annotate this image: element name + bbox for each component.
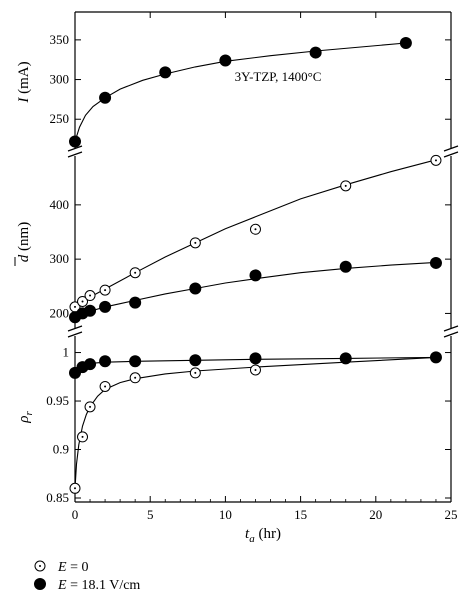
y-tick-label: 350 [50, 32, 70, 47]
legend-marker-filled [34, 578, 46, 590]
y-tick-label: 400 [50, 197, 70, 212]
break-gap [68, 328, 82, 336]
y-tick-label: 300 [50, 251, 70, 266]
break-gap [68, 148, 82, 156]
data-point-filled [339, 352, 352, 365]
legend-label: E = 0 [57, 560, 88, 575]
y-tick-label: 0.9 [53, 442, 69, 457]
y-tick-label: 200 [50, 305, 70, 320]
x-tick-label: 15 [294, 507, 307, 522]
data-point-open-dot [134, 376, 137, 379]
data-point-open-dot [254, 369, 257, 371]
break-mark [443, 145, 459, 152]
x-tick-label: 0 [72, 507, 79, 522]
data-point-filled [99, 355, 112, 368]
break-mark [443, 331, 459, 338]
data-point-open-dot [104, 289, 107, 292]
data-point-filled [249, 352, 262, 365]
panel-density: 0.85 0.9 0.95 1 ρr [16, 345, 451, 505]
legend-label: E = 18.1 V/cm [57, 578, 140, 593]
x-tick-label: 10 [219, 507, 232, 522]
annotation: 3Y-TZP, 1400°C [235, 69, 322, 84]
data-point-open-dot [74, 487, 76, 490]
fit-curve-density-0 [74, 356, 437, 489]
data-point-filled [129, 355, 142, 368]
data-point-open-dot [81, 435, 84, 438]
x-tick-label: 25 [445, 507, 458, 522]
data-point-filled [99, 91, 112, 104]
data-point-open-dot [89, 405, 92, 408]
data-point-open-dot [434, 159, 437, 162]
y-tick-label: 300 [50, 72, 70, 87]
y-tick-label: 1 [63, 345, 70, 360]
y-tick-label: 0.95 [46, 393, 69, 408]
data-point-filled [84, 358, 97, 371]
data-point-open-dot [104, 385, 107, 388]
data-point-filled [309, 46, 322, 59]
data-point-open-dot [194, 241, 197, 244]
data-point-filled [84, 304, 97, 317]
data-point-filled [189, 354, 202, 367]
y-axis-label-current: I (mA) [16, 61, 32, 103]
x-axis-label: ta (hr) [245, 526, 281, 545]
data-point-open-dot [344, 184, 347, 187]
data-point-filled [429, 351, 442, 364]
data-point-filled [159, 66, 172, 79]
break-mark [443, 151, 459, 158]
y-tick-label: 250 [50, 111, 70, 126]
data-point-open-dot [74, 305, 76, 308]
data-point-filled [219, 54, 232, 67]
y-axis-label-grain-size: d (nm) [16, 222, 32, 262]
data-point-open-dot [134, 271, 137, 274]
data-point-filled [339, 260, 352, 273]
panel-grain-size: 200 300 400 d (nm) [14, 154, 451, 324]
data-point-filled [249, 269, 262, 282]
legend: E = 0 E = 18.1 V/cm [34, 560, 140, 593]
x-tick-label: 20 [369, 507, 382, 522]
data-point-open-dot [81, 300, 84, 303]
break-mark [443, 325, 459, 332]
data-point-filled [399, 37, 412, 50]
data-point-filled [99, 300, 112, 313]
data-point-open-dot [194, 371, 197, 374]
data-point-open-dot [89, 294, 92, 297]
data-point-open-dot [254, 228, 257, 231]
x-tick-label: 5 [147, 507, 154, 522]
data-point-filled [69, 135, 81, 148]
legend-marker-open-dot [39, 565, 41, 567]
data-point-filled [189, 282, 202, 295]
data-point-filled [129, 296, 142, 309]
y-axis-label-density: ρr [16, 411, 35, 424]
break-gap [444, 148, 458, 156]
y-tick-label: 0.85 [46, 490, 69, 505]
break-mark [67, 151, 83, 158]
fit-curve-current-0 [74, 42, 406, 142]
panel-current: 250 300 350 I (mA) 3Y-TZP, 1400°C [16, 32, 451, 148]
data-point-filled [429, 256, 442, 269]
break-mark [67, 325, 83, 332]
break-mark [67, 331, 83, 338]
break-gap [444, 328, 458, 336]
break-mark [67, 145, 83, 152]
